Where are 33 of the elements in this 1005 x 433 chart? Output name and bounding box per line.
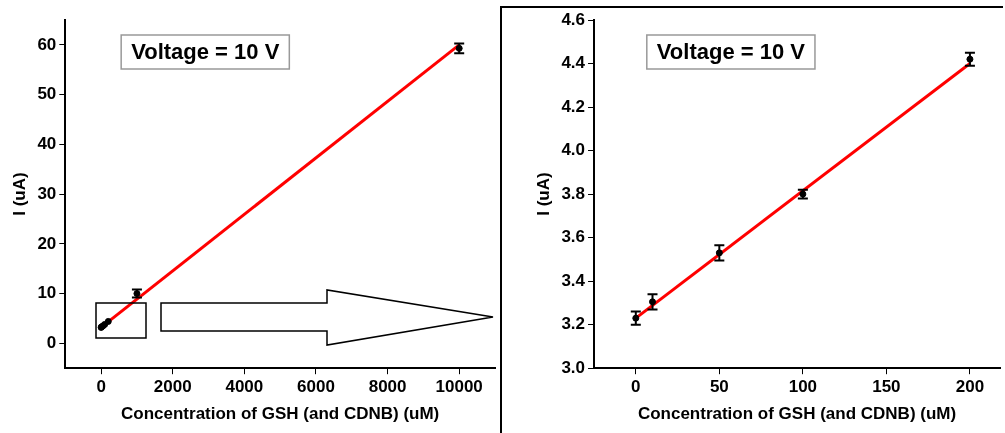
x-axis-title: Concentration of GSH (and CDNB) (uM) xyxy=(121,404,440,424)
x-tick-label: 50 xyxy=(709,377,729,397)
annotation: Voltage = 10 V xyxy=(131,39,280,65)
y-tick-label: 40 xyxy=(37,134,57,154)
y-tick-label: 3.8 xyxy=(561,183,586,203)
x-tick-label: 0 xyxy=(631,377,641,397)
x-tick-label: 150 xyxy=(872,377,901,397)
annotation: Voltage = 10 V xyxy=(656,39,806,65)
x-tick-label: 2000 xyxy=(153,377,192,397)
y-tick-label: 10 xyxy=(37,283,57,303)
x-tick-label: 0 xyxy=(96,377,106,397)
y-tick-label: 30 xyxy=(37,183,57,203)
x-tick-label: 6000 xyxy=(297,377,335,397)
y-axis-title: I (uA) xyxy=(533,172,553,216)
y-tick-label: 3.6 xyxy=(561,227,586,247)
x-tick-label: 200 xyxy=(955,377,985,397)
x-tick-label: 8000 xyxy=(368,377,407,397)
x-tick-label: 10000 xyxy=(435,377,483,397)
x-axis-title: Concentration of GSH (and CDNB) (uM) xyxy=(637,404,957,424)
x-tick-label: 4000 xyxy=(225,377,264,397)
y-tick-label: 4.6 xyxy=(561,9,586,29)
y-tick-label: 3.0 xyxy=(561,357,586,377)
y-tick-label: 20 xyxy=(37,233,57,253)
y-tick-label: 50 xyxy=(37,84,57,104)
y-tick-label: 3.4 xyxy=(561,270,586,290)
y-tick-label: 3.2 xyxy=(561,314,586,334)
y-axis-title: I (uA) xyxy=(9,172,29,216)
y-tick-label: 60 xyxy=(37,34,57,54)
x-tick-label: 100 xyxy=(788,377,818,397)
y-tick-label: 4.0 xyxy=(561,140,586,160)
y-tick-label: 4.2 xyxy=(561,96,586,116)
y-tick-label: 4.4 xyxy=(561,53,586,73)
y-tick-label: 0 xyxy=(46,333,57,353)
